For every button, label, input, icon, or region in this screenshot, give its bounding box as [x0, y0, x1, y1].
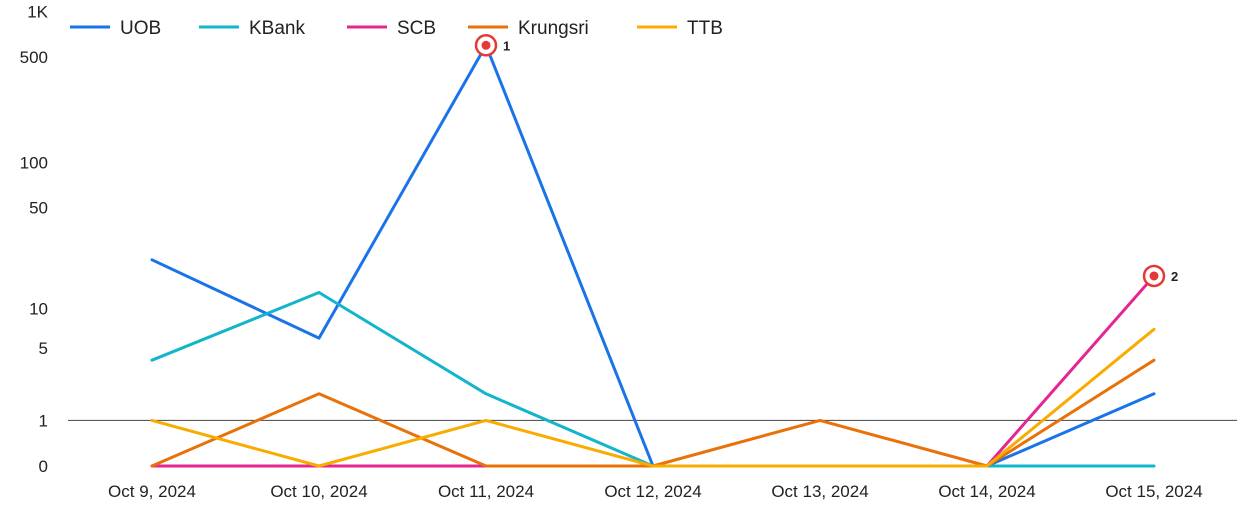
series-line-ttb[interactable] — [150, 327, 1156, 468]
y-tick-label: 500 — [20, 48, 48, 67]
y-tick-label: 1 — [39, 411, 48, 430]
legend-label: UOB — [120, 18, 161, 39]
series-lines — [150, 43, 1156, 468]
x-tick-label: Oct 14, 2024 — [938, 482, 1035, 501]
y-axis: 0 1 5 10 50 100 500 1K — [20, 3, 49, 476]
y-tick-label: 100 — [20, 154, 48, 173]
annotations: 12 — [474, 34, 1178, 288]
x-tick-label: Oct 13, 2024 — [771, 482, 868, 501]
legend-label: KBank — [249, 18, 305, 39]
annotation-label: 2 — [1171, 269, 1178, 284]
legend-label: SCB — [397, 18, 436, 39]
x-axis: Oct 9, 2024 Oct 10, 2024 Oct 11, 2024 Oct 1… — [108, 482, 1203, 501]
y-tick-label: 10 — [29, 299, 48, 318]
legend-item-scb[interactable]: SCB — [347, 18, 436, 39]
series-line-krungsri[interactable] — [150, 358, 1156, 468]
annotation-marker-2[interactable]: 2 — [1142, 264, 1178, 288]
x-tick-label: Oct 10, 2024 — [270, 482, 367, 501]
x-tick-label: Oct 12, 2024 — [604, 482, 701, 501]
series-line-kbank[interactable] — [150, 291, 1156, 468]
legend: UOB KBank SCB Krungsri TTB — [70, 18, 723, 39]
x-tick-label: Oct 11, 2024 — [438, 482, 534, 501]
legend-label: Krungsri — [518, 18, 589, 39]
y-tick-label: 50 — [29, 198, 48, 217]
legend-item-ttb[interactable]: TTB — [637, 18, 723, 39]
legend-item-uob[interactable]: UOB — [70, 18, 161, 39]
series-line-uob[interactable] — [150, 43, 1156, 468]
legend-item-kbank[interactable]: KBank — [199, 18, 305, 39]
y-tick-label: 1K — [27, 3, 48, 22]
annotation-label: 1 — [503, 38, 510, 53]
series-line-scb[interactable] — [150, 274, 1156, 468]
legend-label: TTB — [687, 18, 723, 39]
y-tick-label: 5 — [39, 339, 48, 358]
y-tick-label: 0 — [39, 457, 48, 476]
x-tick-label: Oct 15, 2024 — [1105, 482, 1202, 501]
legend-item-krungsri[interactable]: Krungsri — [468, 18, 589, 39]
annotation-marker-1[interactable]: 1 — [474, 34, 510, 57]
annotation-dot — [481, 40, 491, 50]
x-tick-label: Oct 9, 2024 — [108, 482, 196, 501]
annotation-dot — [1149, 271, 1159, 281]
